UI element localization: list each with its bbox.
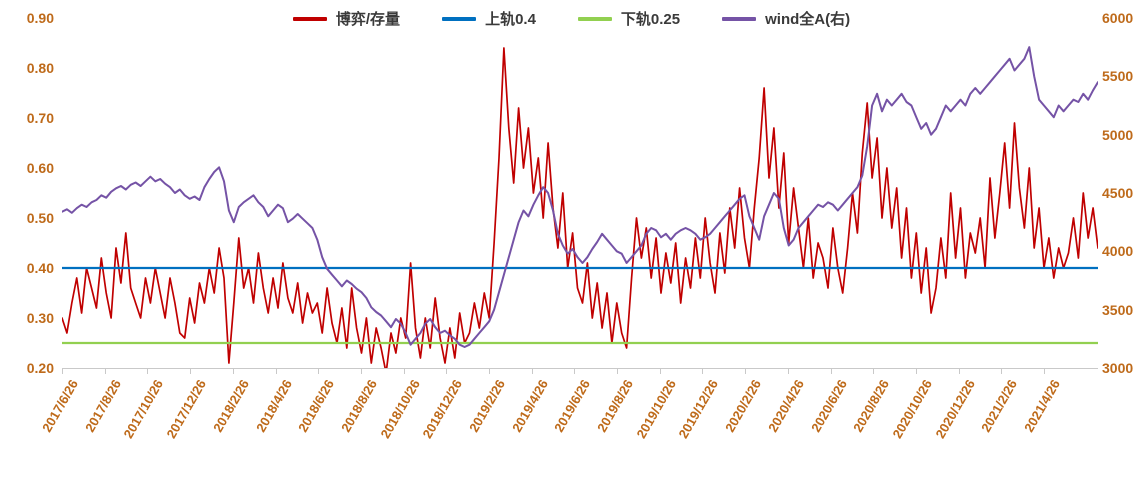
legend-swatch-purple-line [722,16,757,21]
x-axis-tick-mark [275,369,277,374]
y-axis-tick-label: 0.30 [26,310,54,326]
y-axis-tick-label: 4500 [1102,185,1134,201]
x-axis-tick-mark [360,369,362,374]
x-axis-tick-label: 2018/8/26 [337,377,380,435]
left-y-axis: 0.90 0.80 0.70 0.60 0.50 0.40 0.30 0.20 [0,10,54,376]
x-axis-tick-mark [702,369,704,374]
y-axis-tick-label: 3500 [1102,301,1134,318]
legend-swatch-red-line [292,16,327,21]
y-axis-tick-label: 5000 [1102,126,1134,143]
x-axis-tick-label: 2017/10/26 [120,377,167,441]
x-axis-tick-mark [489,369,490,374]
x-axis-tick-mark [830,369,832,374]
x-axis-tick-mark [574,369,576,374]
x-axis-tick-label: 2019/2/26 [466,377,508,435]
x-axis-tick-label: 2019/10/26 [633,377,679,441]
y-axis-tick-label: 0.60 [26,160,54,176]
x-axis-tick-label: 2019/4/26 [508,377,551,435]
x-axis-tick-mark [787,369,789,374]
x-axis-tick-label: 2021/4/26 [1021,377,1063,435]
legend-item-boyi-cunliang: 博弈/存量 [292,8,401,29]
x-axis-tick-label: 2019/12/26 [675,377,722,441]
y-axis-tick-label: 3000 [1102,360,1134,376]
x-axis-tick-label: 2020/8/26 [850,377,893,435]
x-axis-tick-label: 2017/12/26 [163,377,210,441]
x-axis-tick-mark [1044,369,1045,374]
legend-label-upper-band: 上轨0.4 [485,11,536,28]
x-axis-tick-label: 2020/2/26 [722,377,765,435]
x-axis-tick-label: 2019/8/26 [594,377,636,435]
x-axis: 2017/6/26 2017/8/26 2017/10/26 2017/12/26 20… [39,368,1098,480]
x-axis-tick-mark [531,369,533,374]
y-axis-tick-label: 5500 [1102,68,1134,85]
x-axis-tick-label: 2017/6/26 [39,377,81,435]
legend-item-upper-band: 上轨0.4 [442,8,536,29]
x-axis-tick-mark [318,369,320,374]
x-axis-tick-label: 2021/2/26 [978,377,1021,435]
x-axis-tick-mark [147,369,149,374]
y-axis-tick-label: 0.90 [26,10,54,26]
x-axis-tick-label: 2019/6/26 [551,377,594,435]
x-axis-tick-label: 2018/2/26 [209,377,252,435]
x-axis-tick-mark [1001,369,1003,374]
x-axis-tick-mark [104,369,106,374]
y-axis-tick-label: 0.20 [26,360,54,376]
x-axis-tick-mark [403,369,405,374]
x-axis-tick-label: 2018/10/26 [377,377,423,441]
legend-item-wind-all-a: wind全A(右) [722,8,850,29]
legend-item-lower-band: 下轨0.25 [577,8,681,29]
x-axis-tick-mark [659,369,661,374]
y-axis-tick-label: 6000 [1102,10,1134,26]
x-axis-tick-mark [446,369,448,374]
x-axis-tick-label: 2018/6/26 [295,377,338,435]
x-axis-tick-label: 2017/8/26 [81,377,124,435]
plot-area [62,46,1098,368]
y-axis-tick-label: 4000 [1102,243,1134,260]
right-y-axis: 6000 5500 5000 4500 4000 3500 3000 [1102,10,1142,376]
x-axis-tick-label: 2020/10/26 [889,377,935,441]
legend-label-wind-all-a: wind全A(右) [765,11,851,28]
y-axis-tick-label: 0.70 [26,110,54,126]
y-axis-tick-label: 0.80 [26,60,54,76]
x-axis-tick-label: 2018/12/26 [419,377,466,441]
x-axis-tick-mark [62,369,63,374]
x-axis-tick-label: 2018/4/26 [252,377,295,435]
x-axis-tick-mark [873,369,875,374]
legend-label-boyi-cunliang: 博弈/存量 [335,11,401,28]
x-axis-tick-label: 2020/4/26 [764,377,807,435]
legend-swatch-blue-line [442,16,477,21]
y-axis-tick-label: 0.50 [26,210,54,226]
x-axis-tick-mark [232,369,234,374]
x-axis-tick-label: 2020/12/26 [932,377,978,441]
x-axis-tick-mark [617,369,618,374]
legend: 博弈/存量 上轨0.4 下轨0.25 wind全A(右) [0,8,1143,29]
x-axis-tick-label: 2020/6/26 [807,377,850,435]
legend-label-lower-band: 下轨0.25 [620,11,681,28]
x-axis-tick-mark [745,369,747,374]
x-axis-tick-mark [190,369,192,374]
y-axis-tick-label: 0.40 [26,260,54,276]
legend-swatch-green-line [577,16,612,21]
x-axis-tick-mark [958,369,960,374]
x-axis-tick-mark [915,369,917,374]
